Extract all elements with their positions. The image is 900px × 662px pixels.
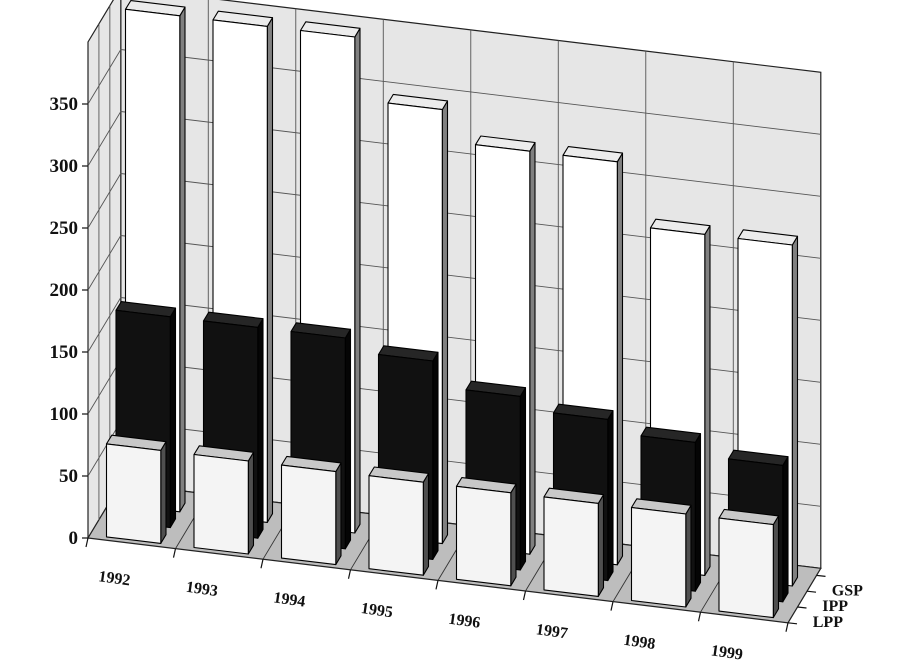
bar-side — [519, 387, 527, 571]
depth-label: LPP — [813, 614, 843, 631]
x-tick-label: 1995 — [360, 600, 394, 621]
depth-tick-mark — [797, 606, 807, 609]
x-tick-label: 1992 — [97, 568, 131, 589]
y-tick-label: 300 — [50, 156, 79, 177]
depth-tick-mark — [816, 574, 826, 577]
bar-side — [354, 27, 361, 534]
bar-side — [616, 152, 624, 566]
bar-front — [543, 496, 599, 597]
bar-LPP-1993 — [193, 445, 255, 555]
bar-side — [344, 328, 352, 550]
bar-side — [160, 441, 167, 544]
bar-side — [422, 472, 430, 576]
y-tick-label: 150 — [50, 342, 79, 363]
bar-side — [441, 100, 449, 545]
bar-side — [694, 433, 702, 592]
bar-LPP-1995 — [368, 466, 430, 576]
bar-LPP-1998 — [630, 498, 692, 608]
depth-label: IPP — [822, 598, 848, 615]
x-tick-mark — [347, 569, 352, 579]
bar-side — [179, 6, 186, 513]
bar-LPP-1996 — [455, 477, 517, 587]
x-tick-mark — [785, 622, 789, 632]
y-tick-label: 200 — [50, 280, 79, 301]
bar-LPP-1999 — [718, 508, 780, 619]
bar-LPP-1994 — [280, 455, 342, 566]
bar-front — [193, 453, 249, 555]
bar-front — [280, 464, 337, 566]
bar-side — [510, 483, 517, 587]
bar-front — [368, 475, 424, 576]
x-tick-mark — [435, 580, 439, 590]
x-tick-mark — [85, 537, 89, 548]
bar-front — [105, 443, 162, 544]
bar-side — [791, 235, 799, 587]
x-tick-label: 1996 — [447, 611, 481, 632]
y-tick-label: 250 — [50, 218, 79, 239]
depth-label: GSP — [832, 582, 863, 599]
bar-side — [257, 318, 264, 539]
bar-front — [630, 506, 687, 608]
bar-side — [685, 504, 692, 608]
bar-side — [335, 462, 342, 566]
y-tick-label: 350 — [50, 94, 79, 115]
x-tick-label: 1997 — [535, 621, 569, 642]
bar-front — [455, 485, 512, 587]
bar-side — [782, 456, 789, 603]
bar-side — [597, 494, 605, 597]
x-tick-mark — [172, 548, 177, 558]
x-tick-mark — [610, 601, 614, 611]
bar-LPP-1992 — [105, 434, 167, 544]
bar-side — [266, 17, 274, 523]
bar-side — [247, 451, 255, 555]
y-tick-label: 100 — [50, 404, 79, 425]
x-tick-mark — [697, 612, 702, 622]
bar-side — [704, 225, 711, 576]
x-tick-mark — [522, 590, 527, 601]
depth-tick-mark — [787, 622, 798, 625]
x-tick-label: 1999 — [710, 642, 744, 662]
x-tick-mark — [260, 559, 264, 569]
chart-labels: 0 50 100 150 200 250 300 350 1992 1993 1994 1995 199… — [50, 94, 864, 662]
bar-side — [432, 351, 439, 560]
depth-tick-mark — [806, 590, 817, 593]
x-tick-label: 1993 — [185, 579, 219, 600]
y-tick-label: 50 — [59, 466, 78, 487]
x-tick-label: 1998 — [622, 632, 656, 653]
bar-LPP-1997 — [543, 487, 605, 597]
bar-side — [169, 307, 177, 529]
y-tick-label: 0 — [69, 528, 79, 549]
bar-front — [718, 517, 774, 619]
x-tick-label: 1994 — [272, 589, 306, 610]
bar-side — [529, 141, 536, 555]
bar-side — [772, 515, 780, 619]
chart-bars — [105, 0, 799, 619]
bar-side — [607, 410, 614, 582]
